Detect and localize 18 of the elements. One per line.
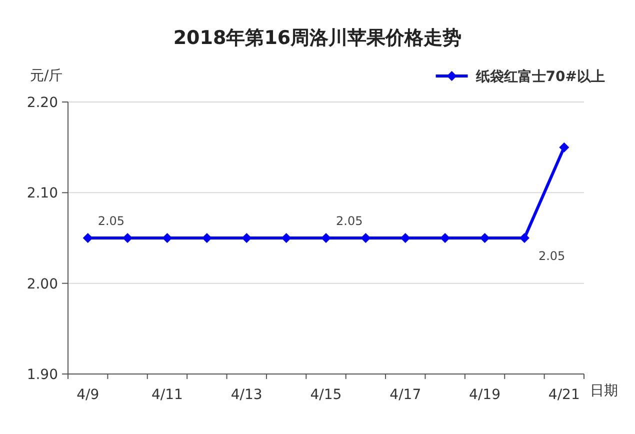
y-tick-label: 2.10 [26,186,58,202]
y-tick-label: 2.00 [26,276,58,292]
x-axis-title: 日期 [590,383,618,399]
data-label: 2.05 [538,249,566,263]
x-tick-label: 4/13 [230,387,262,403]
x-tick-label: 4/21 [548,387,580,403]
data-label: 2.05 [98,214,125,228]
y-axis-title: 元/斤 [30,68,63,84]
legend-label: 纸袋红富士70#以上 [474,68,605,85]
x-tick-label: 4/19 [469,387,500,403]
x-tick-label: 4/17 [390,387,422,403]
y-tick-label: 1.90 [26,367,58,383]
y-tick-label: 2.20 [26,95,58,111]
x-tick-label: 4/11 [152,387,183,403]
x-tick-label: 4/15 [310,387,342,403]
chart-title: 2018年第16周洛川苹果价格走势 [173,27,462,49]
x-tick-label: 4/9 [76,387,100,403]
data-label: 2.05 [336,214,363,228]
